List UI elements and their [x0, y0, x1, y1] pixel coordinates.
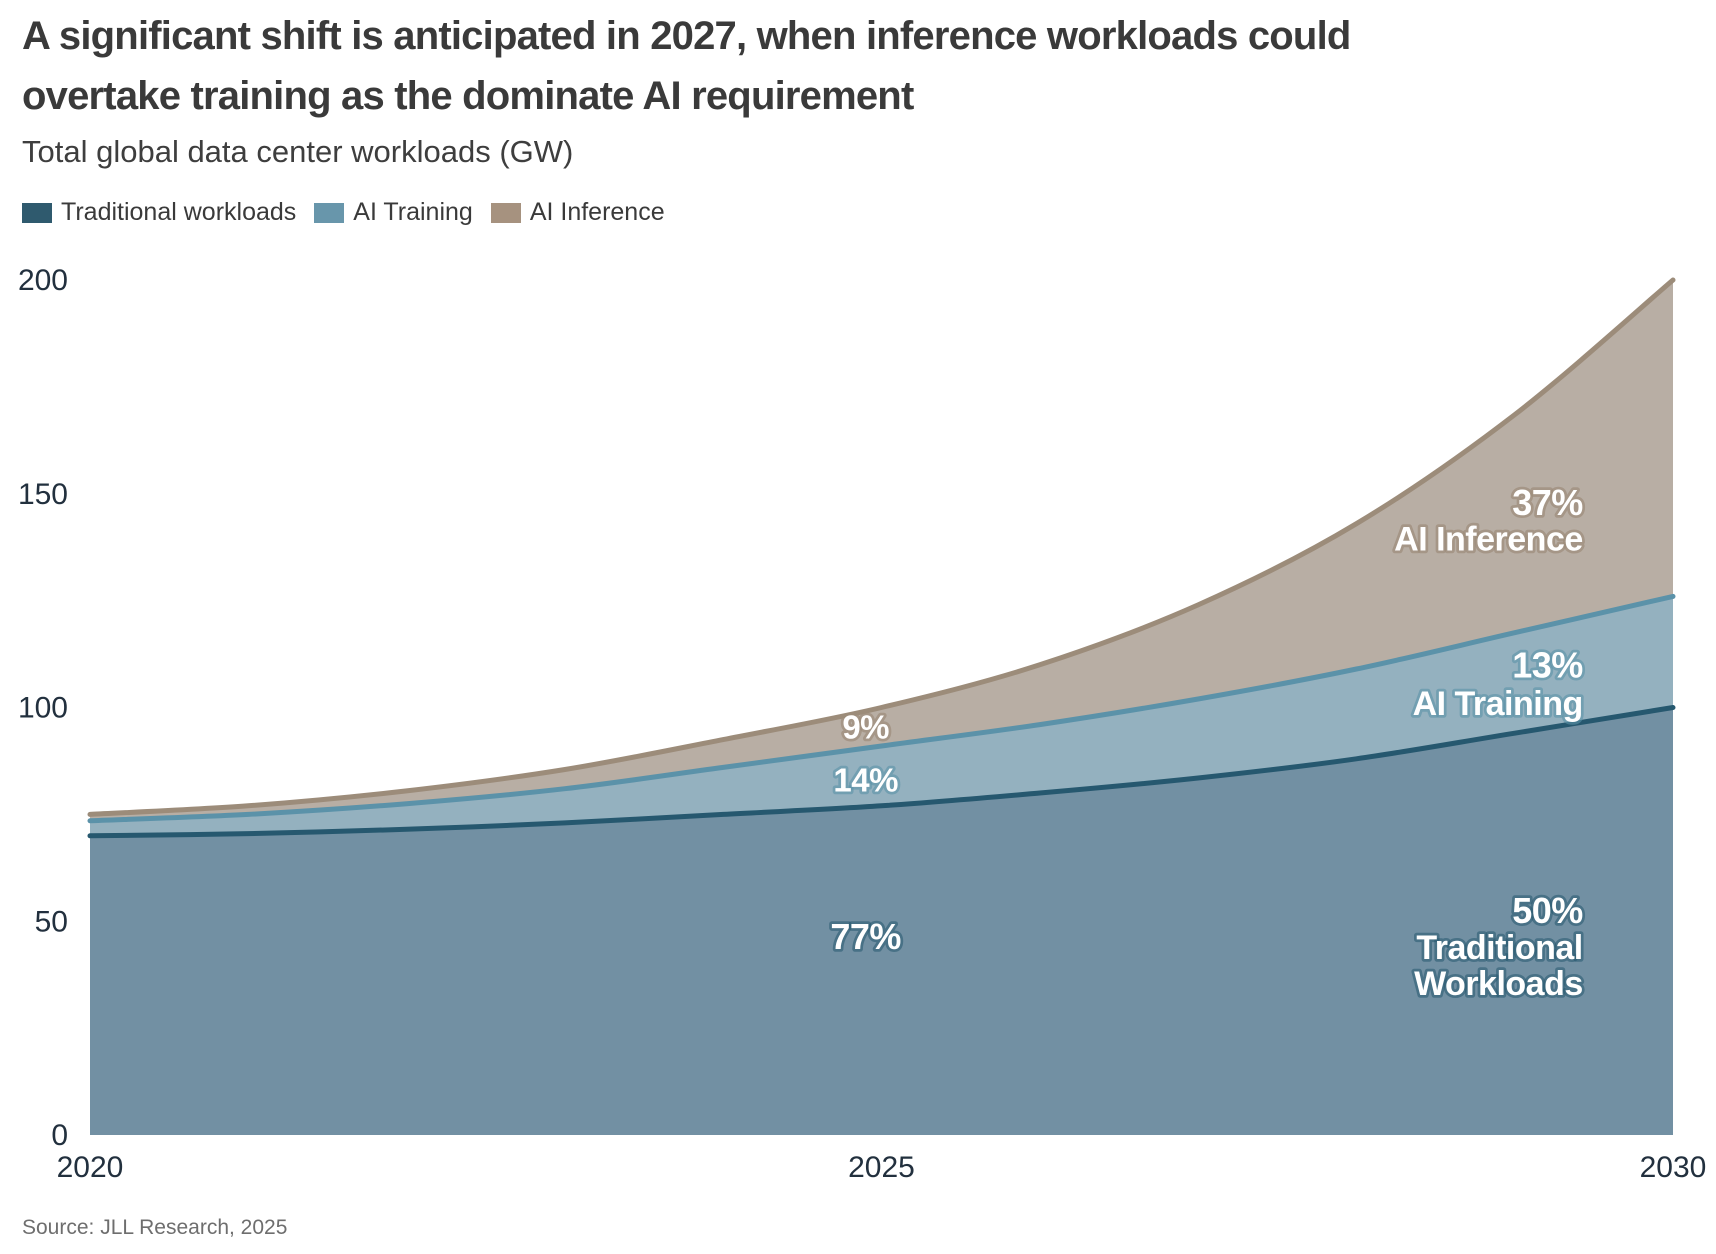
boundary-training — [87, 593, 1676, 824]
legend-swatch-inference-icon — [490, 202, 521, 223]
y-tick-label: 50 — [35, 905, 68, 938]
legend-label-training: AI Training — [353, 198, 473, 226]
legend-swatch-training-icon — [314, 202, 345, 223]
legend-label-traditional: Traditional workloads — [61, 198, 297, 226]
annotation-label: 9% — [842, 708, 889, 745]
y-tick-label: 100 — [18, 692, 68, 725]
x-tick-label: 2030 — [1640, 1151, 1707, 1184]
annotation-label: Workloads — [1414, 965, 1583, 1003]
annotation-label: 14% — [833, 762, 898, 799]
annotation-label: 13% — [1512, 644, 1583, 685]
annotation-label: 37% — [1512, 482, 1583, 523]
legend-item-ai-inference: AI Inference — [490, 198, 665, 227]
boundary-inference — [87, 277, 1676, 817]
annotation-label: AI Inference — [1394, 521, 1583, 559]
page-title-line-2: overtake training as the dominate AI req… — [22, 74, 914, 118]
y-tick-label: 150 — [18, 478, 68, 511]
legend-item-traditional-workloads: Traditional workloads — [22, 198, 296, 227]
annotation-label: Traditional — [1416, 929, 1582, 967]
annotation-label: 50% — [1512, 890, 1583, 931]
chart-subtitle: Total global data center workloads (GW) — [22, 134, 574, 169]
legend-swatch-traditional-icon — [22, 202, 52, 223]
boundary-traditional — [87, 705, 1676, 839]
area-traditional — [90, 707, 1673, 1135]
annotation-label: 77% — [830, 916, 901, 957]
y-tick-label: 200 — [18, 264, 68, 297]
x-tick-label: 2020 — [57, 1151, 124, 1184]
chart-legend: Traditional workloads AI Training AI Inf… — [22, 198, 665, 227]
annotation-label: AI Training — [1413, 685, 1583, 723]
x-tick-label: 2025 — [848, 1151, 915, 1184]
legend-label-inference: AI Inference — [529, 198, 665, 226]
legend-item-ai-training: AI Training — [314, 198, 473, 227]
y-tick-label: 0 — [51, 1119, 68, 1152]
page-title: A significant shift is anticipated in 20… — [22, 6, 1351, 126]
source-note: Source: JLL Research, 2025 — [22, 1216, 288, 1239]
page-title-line-1: A significant shift is anticipated in 20… — [22, 14, 1351, 58]
